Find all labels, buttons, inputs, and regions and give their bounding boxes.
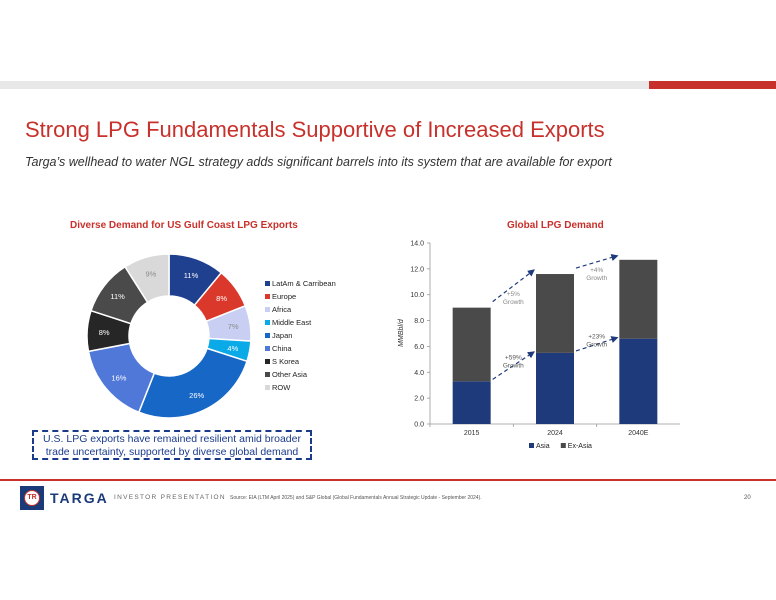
legend-swatch (265, 320, 270, 325)
growth-label: +5% (507, 291, 520, 298)
page-number: 20 (744, 495, 751, 501)
growth-label: Growth (586, 275, 607, 282)
bar-chart-title: Global LPG Demand (507, 220, 604, 231)
footer-divider (0, 479, 776, 481)
y-tick-label: 10.0 (410, 292, 424, 299)
bar-segment (536, 352, 574, 424)
legend-swatch (265, 307, 270, 312)
donut-slice-label: 9% (145, 270, 156, 279)
legend-label: Africa (272, 305, 292, 314)
growth-label: +4% (590, 267, 603, 274)
legend-swatch (265, 372, 270, 377)
donut-slice-label: 8% (216, 294, 227, 303)
legend-swatch (529, 443, 534, 448)
growth-label: Growth (586, 341, 607, 348)
targa-logo-icon: TR (20, 486, 44, 510)
legend-label: Europe (272, 292, 296, 301)
donut-slice-label: 16% (111, 373, 126, 382)
logo-mark: TR (24, 490, 40, 506)
legend-label: Other Asia (272, 370, 308, 379)
header-accent-bar (649, 81, 776, 89)
y-tick-label: 4.0 (414, 370, 424, 377)
y-axis-label: MMBbl/d (398, 318, 405, 347)
donut-slice (137, 347, 248, 419)
legend-label: S Korea (272, 357, 300, 366)
legend-swatch (265, 333, 270, 338)
header-bar (0, 81, 776, 89)
x-tick-label: 2015 (464, 430, 480, 437)
growth-arrow (492, 351, 535, 380)
legend-label: Asia (536, 443, 550, 450)
bar-segment (536, 274, 574, 353)
slide-title: Strong LPG Fundamentals Supportive of In… (25, 117, 605, 142)
bar-segment (619, 338, 658, 424)
slide-subtitle: Targa’s wellhead to water NGL strategy a… (25, 155, 612, 169)
x-tick-label: 2024 (547, 430, 563, 437)
donut-chart-title: Diverse Demand for US Gulf Coast LPG Exp… (70, 220, 298, 231)
donut-slice-label: 7% (228, 322, 239, 331)
legend-label: China (272, 344, 292, 353)
growth-arrow (575, 254, 619, 269)
donut-slice-label: 4% (227, 344, 238, 353)
bar-segment (619, 259, 658, 339)
legend-swatch (265, 346, 270, 351)
y-tick-label: 6.0 (414, 344, 424, 351)
donut-slice (124, 253, 170, 304)
growth-arrow (492, 269, 535, 303)
bar-segment (452, 381, 491, 424)
donut-slice-label: 11% (110, 292, 125, 301)
growth-label: +59% (505, 355, 522, 362)
legend-swatch (265, 359, 270, 364)
legend-swatch (560, 443, 566, 448)
y-tick-label: 8.0 (414, 318, 424, 325)
donut-slice-label: 8% (99, 328, 110, 337)
legend-label: ROW (272, 383, 291, 392)
x-tick-label: 2040E (628, 430, 649, 437)
legend-swatch (265, 294, 270, 299)
y-tick-label: 14.0 (410, 241, 424, 248)
bar-segment (452, 307, 491, 382)
section-label: INVESTOR PRESENTATION (114, 494, 226, 501)
legend-label: Japan (272, 331, 292, 340)
legend-label: Ex-Asia (568, 443, 592, 450)
legend-label: Middle East (272, 318, 312, 327)
legend-swatch (265, 385, 270, 390)
callout-box: U.S. LPG exports have remained resilient… (32, 430, 312, 460)
donut-slice-label: 26% (189, 391, 204, 400)
y-tick-label: 12.0 (410, 266, 424, 273)
donut-slice-label: 11% (184, 271, 199, 280)
growth-label: Growth (503, 363, 524, 370)
growth-label: +23% (588, 333, 605, 340)
y-tick-label: 2.0 (414, 396, 424, 403)
growth-label: Growth (503, 299, 524, 306)
legend-swatch (265, 281, 270, 286)
growth-arrow (575, 336, 619, 352)
source-note: Source: EIA (LTM April 2025) and S&P Glo… (230, 495, 482, 501)
y-tick-label: 0.0 (414, 422, 424, 429)
brand-name: TARGA (50, 490, 109, 506)
legend-label: LatAm & Carribean (272, 279, 336, 288)
